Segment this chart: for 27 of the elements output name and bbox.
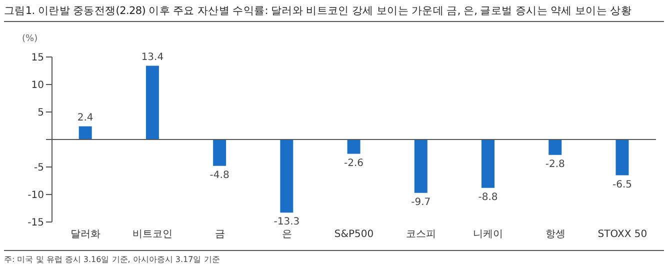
x-tick-label: 금 <box>214 229 225 240</box>
data-label: -2.6 <box>344 158 364 169</box>
x-tick-label: 코스피 <box>406 229 436 240</box>
y-axis-title: (%) <box>22 34 38 44</box>
y-tick-label: 15 <box>31 52 44 64</box>
data-label: -8.8 <box>478 192 498 203</box>
y-tick-label: 10 <box>31 80 44 92</box>
x-tick-label: S&P500 <box>334 229 374 240</box>
data-label: -13.3 <box>274 216 300 228</box>
data-label: -2.8 <box>545 158 565 170</box>
x-tick-label: 달러화 <box>70 229 101 240</box>
y-tick-label: -10 <box>28 190 44 202</box>
data-label: 13.4 <box>141 52 164 63</box>
y-tick-label: 5 <box>38 108 44 119</box>
x-tick-label: 은 <box>282 229 292 240</box>
text: 주: 미국 및 유럽 증시 3.16일 기준, 아시아증시 3.17일 기준 <box>4 254 221 265</box>
data-label: 2.4 <box>77 112 94 124</box>
chart-title: 그림1. 이란발 중동전쟁(2.28) 이후 주요 자산별 수익률: 달러와 비트코인 강세 보이는 가운데 금, 은, 글로벌 증시는 약세 보이는 상황 <box>4 4 664 22</box>
data-label: -6.5 <box>612 179 632 190</box>
y-tick-label: -15 <box>28 218 44 229</box>
data-label: -4.8 <box>210 170 230 181</box>
y-tick-label: -5 <box>34 162 44 174</box>
x-tick-label: STOXX 50 <box>598 229 648 240</box>
x-tick-label: 니케이 <box>473 229 504 240</box>
data-label: -9.7 <box>411 196 431 208</box>
x-tick-label: 항셍 <box>545 229 566 240</box>
x-tick-label: 비트코인 <box>132 229 173 240</box>
